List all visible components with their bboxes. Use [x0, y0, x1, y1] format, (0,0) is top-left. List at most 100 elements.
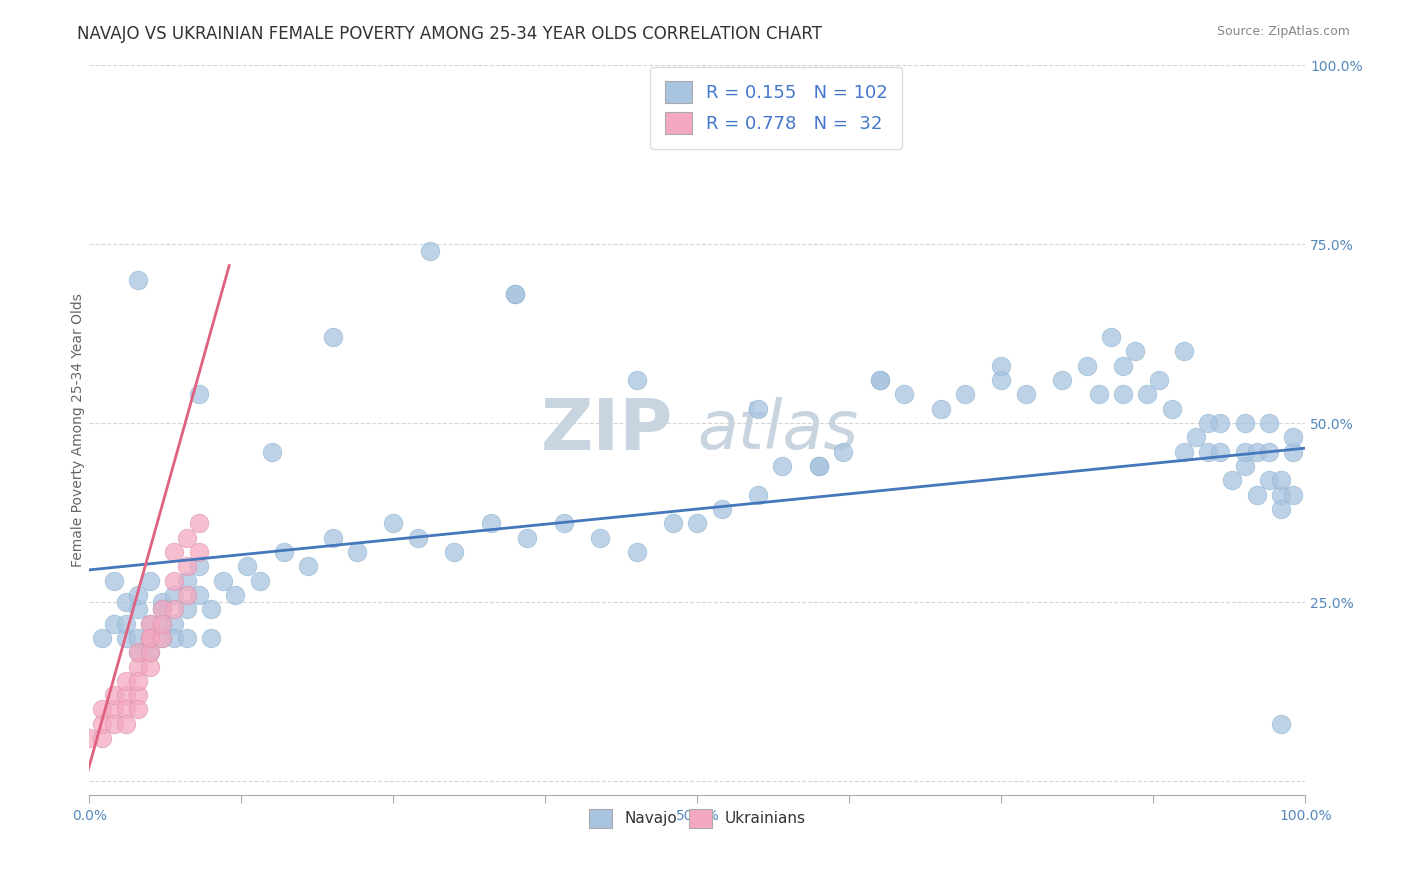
Point [150, 631, 173, 645]
Point [187, 387, 209, 401]
Point [1282, 488, 1305, 502]
Point [224, 588, 246, 602]
Point [479, 516, 502, 531]
Point [90, 716, 112, 731]
Point [139, 631, 162, 645]
Point [150, 602, 173, 616]
Legend: Navajo, Ukrainians: Navajo, Ukrainians [582, 801, 813, 835]
Point [990, 359, 1012, 373]
Point [187, 545, 209, 559]
Point [832, 444, 855, 458]
Point [103, 616, 125, 631]
Point [382, 516, 405, 531]
Point [114, 616, 136, 631]
Point [176, 531, 198, 545]
Point [322, 531, 344, 545]
Point [1209, 444, 1232, 458]
Point [406, 531, 429, 545]
Point [1233, 444, 1256, 458]
Point [139, 616, 162, 631]
Point [1197, 444, 1219, 458]
Point [772, 458, 794, 473]
Point [176, 631, 198, 645]
Point [1015, 387, 1038, 401]
Point [1270, 488, 1292, 502]
Point [90, 731, 112, 745]
Point [1246, 444, 1268, 458]
Point [1282, 430, 1305, 444]
Point [176, 602, 198, 616]
Point [114, 702, 136, 716]
Point [1257, 474, 1279, 488]
Text: ZIP: ZIP [541, 396, 673, 465]
Point [103, 702, 125, 716]
Y-axis label: Female Poverty Among 25-34 Year Olds: Female Poverty Among 25-34 Year Olds [72, 293, 86, 567]
Point [187, 588, 209, 602]
Point [127, 702, 149, 716]
Point [150, 616, 173, 631]
Point [747, 401, 769, 416]
Point [990, 373, 1012, 387]
Point [1173, 344, 1195, 359]
Point [503, 287, 526, 301]
Point [139, 616, 162, 631]
Point [114, 595, 136, 609]
Point [953, 387, 976, 401]
Point [139, 659, 162, 673]
Point [176, 559, 198, 574]
Point [893, 387, 915, 401]
Point [260, 444, 283, 458]
Point [1149, 373, 1171, 387]
Point [127, 645, 149, 659]
Point [1087, 387, 1109, 401]
Text: atlas: atlas [697, 397, 859, 463]
Point [626, 545, 648, 559]
Point [273, 545, 295, 559]
Point [163, 574, 186, 588]
Text: NAVAJO VS UKRAINIAN FEMALE POVERTY AMONG 25-34 YEAR OLDS CORRELATION CHART: NAVAJO VS UKRAINIAN FEMALE POVERTY AMONG… [77, 25, 823, 43]
Point [1123, 344, 1146, 359]
Point [90, 631, 112, 645]
Point [127, 588, 149, 602]
Point [1246, 488, 1268, 502]
Point [150, 602, 173, 616]
Point [1209, 416, 1232, 430]
Point [662, 516, 685, 531]
Point [200, 631, 222, 645]
Point [1173, 444, 1195, 458]
Point [187, 516, 209, 531]
Point [297, 559, 319, 574]
Point [1222, 474, 1244, 488]
Point [1257, 416, 1279, 430]
Point [127, 673, 149, 688]
Point [1233, 458, 1256, 473]
Point [710, 502, 733, 516]
Point [1076, 359, 1098, 373]
Point [516, 531, 538, 545]
Point [1282, 444, 1305, 458]
Point [807, 458, 830, 473]
Point [1160, 401, 1182, 416]
Point [103, 688, 125, 702]
Point [176, 588, 198, 602]
Point [163, 602, 186, 616]
Point [200, 602, 222, 616]
Point [90, 702, 112, 716]
Point [589, 531, 612, 545]
Point [869, 373, 891, 387]
Point [150, 631, 173, 645]
Point [249, 574, 271, 588]
Point [212, 574, 235, 588]
Point [322, 330, 344, 344]
Point [1270, 502, 1292, 516]
Point [150, 595, 173, 609]
Point [114, 716, 136, 731]
Point [163, 545, 186, 559]
Point [1050, 373, 1073, 387]
Point [929, 401, 952, 416]
Point [869, 373, 891, 387]
Text: Source: ZipAtlas.com: Source: ZipAtlas.com [1216, 25, 1350, 38]
Point [1257, 444, 1279, 458]
Point [127, 631, 149, 645]
Point [346, 545, 368, 559]
